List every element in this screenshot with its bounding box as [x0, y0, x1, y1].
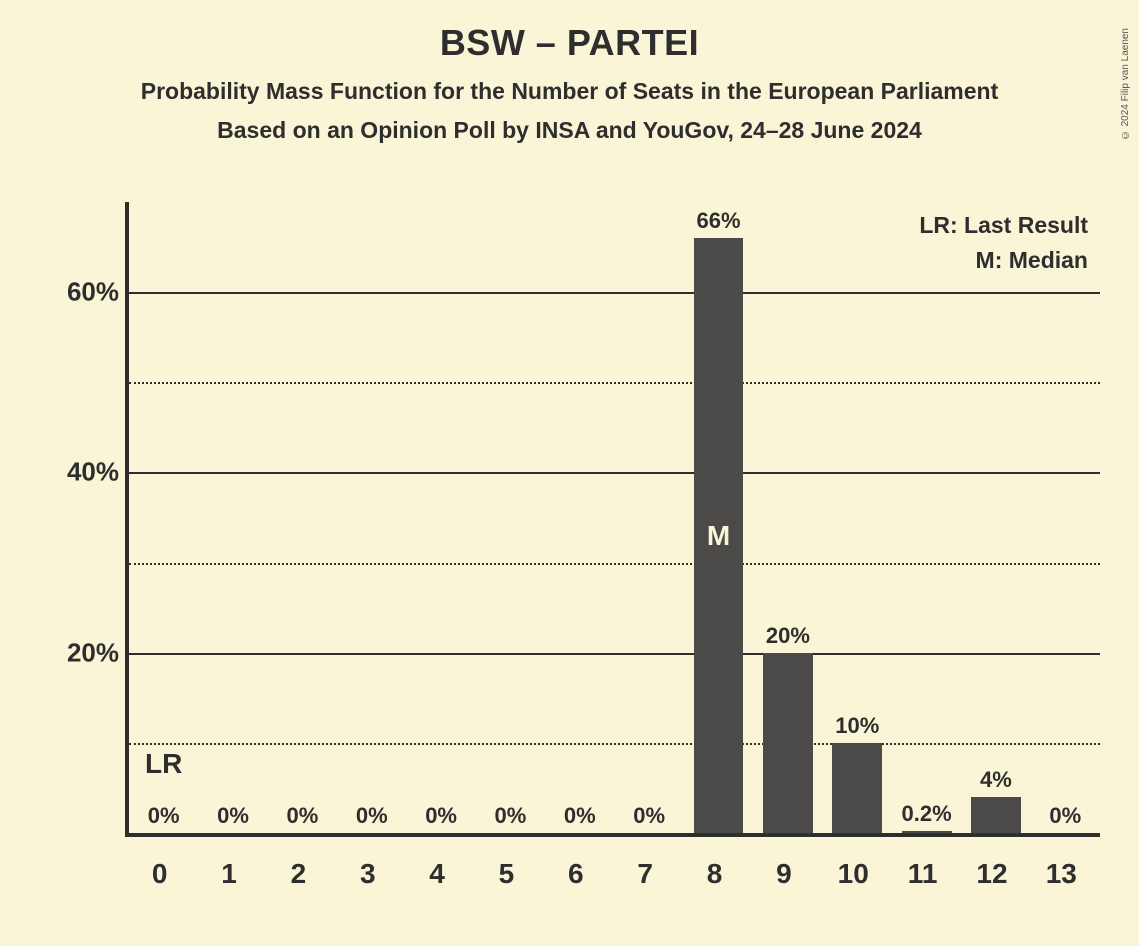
copyright-text: © 2024 Filip van Laenen [1120, 28, 1131, 140]
x-axis-label: 3 [360, 858, 376, 890]
x-axis-label: 1 [221, 858, 237, 890]
chart-title: BSW – PARTEI [0, 22, 1139, 64]
legend-m: M: Median [919, 243, 1088, 278]
grid-major [129, 292, 1100, 294]
chart-subtitle1: Probability Mass Function for the Number… [0, 78, 1139, 105]
x-axis-label: 13 [1046, 858, 1077, 890]
grid-minor [129, 743, 1100, 745]
chart-subtitle2: Based on an Opinion Poll by INSA and You… [0, 117, 1139, 144]
x-axis-label: 8 [707, 858, 723, 890]
bar-value-label: 4% [980, 767, 1012, 793]
x-axis-label: 9 [776, 858, 792, 890]
bar-value-label: 0.2% [902, 801, 952, 827]
legend: LR: Last Result M: Median [919, 208, 1088, 277]
y-axis-label: 20% [64, 637, 119, 668]
bar-value-label: 0% [148, 803, 180, 829]
bar-value-label: 0% [495, 803, 527, 829]
y-axis-label: 60% [64, 277, 119, 308]
bar-value-label: 10% [835, 713, 879, 739]
bar-value-label: 0% [217, 803, 249, 829]
bar-value-label: 0% [286, 803, 318, 829]
x-axis-label: 7 [637, 858, 653, 890]
x-axis-label: 11 [908, 858, 938, 890]
grid-major [129, 653, 1100, 655]
bar-value-label: 0% [425, 803, 457, 829]
x-axis-label: 2 [291, 858, 307, 890]
bar-value-label: 0% [1049, 803, 1081, 829]
bar-value-label: 20% [766, 623, 810, 649]
bar-value-label: 0% [633, 803, 665, 829]
bar [902, 831, 952, 833]
x-axis-label: 6 [568, 858, 584, 890]
grid-minor [129, 382, 1100, 384]
bar-value-label: 0% [564, 803, 596, 829]
bar [971, 797, 1021, 833]
plot-area: LR: Last Result M: Median 20%40%60%0%0%0… [125, 202, 1100, 837]
bar-value-label: 66% [697, 208, 741, 234]
grid-major [129, 472, 1100, 474]
x-axis-label: 10 [838, 858, 869, 890]
x-axis-label: 12 [976, 858, 1007, 890]
x-axis-label: 4 [429, 858, 445, 890]
lr-annotation: LR [145, 748, 182, 780]
x-axis-label: 5 [499, 858, 515, 890]
x-axis-label: 0 [152, 858, 168, 890]
y-axis-label: 40% [64, 457, 119, 488]
chart-container: LR: Last Result M: Median 20%40%60%0%0%0… [60, 202, 1110, 902]
legend-lr: LR: Last Result [919, 208, 1088, 243]
bar [763, 653, 813, 833]
grid-minor [129, 563, 1100, 565]
median-annotation: M [707, 520, 730, 552]
bar-value-label: 0% [356, 803, 388, 829]
bar [832, 743, 882, 833]
